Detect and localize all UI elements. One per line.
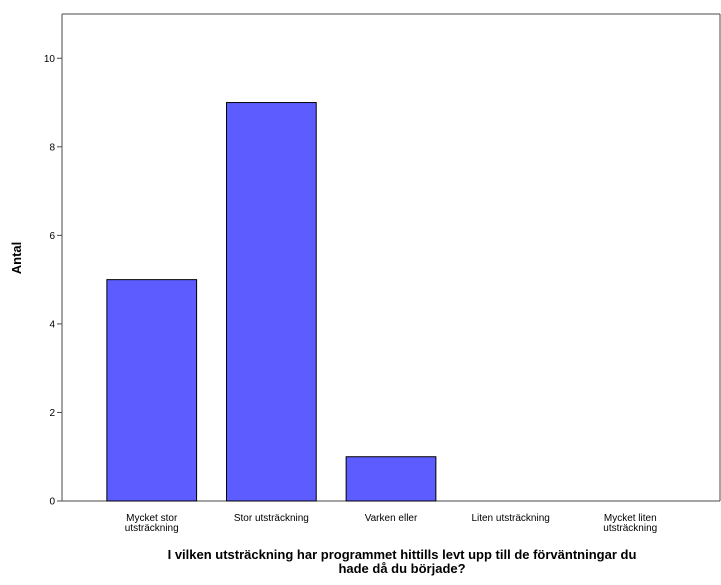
bars [106, 102, 437, 502]
x-tick-label: Varken eller [365, 513, 418, 524]
x-tick-label: Mycket stor utsträckning [125, 513, 179, 534]
x-tick-label: Liten utsträckning [471, 513, 549, 524]
y-axis-title: Antal [9, 242, 24, 275]
y-tick-label: 10 [44, 54, 56, 65]
bar [106, 279, 198, 502]
x-tick-label: Mycket liten utsträckning [603, 513, 657, 534]
y-tick-label: 4 [49, 319, 55, 330]
x-tick-label: Stor utsträckning [234, 513, 309, 524]
bar [226, 102, 317, 502]
x-axis-category-labels: Mycket stor utsträckning Stor utsträckning… [125, 513, 657, 534]
y-tick-label: 6 [49, 231, 55, 242]
x-axis-title: I vilken utsträckning har programmet hit… [168, 547, 637, 576]
y-axis-ticks: 0 2 4 6 8 10 [44, 54, 62, 508]
y-tick-label: 2 [49, 408, 55, 419]
y-tick-label: 8 [49, 142, 55, 153]
y-tick-label: 0 [49, 497, 55, 508]
bar [345, 456, 437, 502]
